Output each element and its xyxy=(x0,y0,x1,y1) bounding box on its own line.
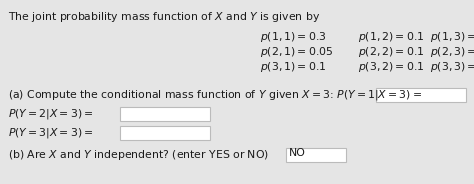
Text: $P(Y = 3|X = 3) =$: $P(Y = 3|X = 3) =$ xyxy=(8,126,93,140)
FancyBboxPatch shape xyxy=(120,107,210,121)
Text: (b) Are $X$ and $Y$ independent? (enter YES or NO): (b) Are $X$ and $Y$ independent? (enter … xyxy=(8,148,269,162)
Text: $p(1,2) = 0.1$: $p(1,2) = 0.1$ xyxy=(358,30,424,44)
FancyBboxPatch shape xyxy=(376,88,466,102)
Text: $P(Y = 2|X = 3) =$: $P(Y = 2|X = 3) =$ xyxy=(8,107,93,121)
FancyBboxPatch shape xyxy=(286,148,346,162)
Text: $p(1,3) = 0.1$: $p(1,3) = 0.1$ xyxy=(430,30,474,44)
Text: $p(3,3) = 0.1$: $p(3,3) = 0.1$ xyxy=(430,60,474,74)
Text: The joint probability mass function of $X$ and $Y$ is given by: The joint probability mass function of $… xyxy=(8,10,320,24)
FancyBboxPatch shape xyxy=(120,126,210,140)
Text: $p(1,1) = 0.3$: $p(1,1) = 0.3$ xyxy=(260,30,327,44)
Text: NO: NO xyxy=(289,148,306,158)
Text: $p(2,2) = 0.1$: $p(2,2) = 0.1$ xyxy=(358,45,424,59)
Text: $p(2,3) = 0.05$: $p(2,3) = 0.05$ xyxy=(430,45,474,59)
Text: $p(2,1) = 0.05$: $p(2,1) = 0.05$ xyxy=(260,45,333,59)
Text: (a) Compute the conditional mass function of $Y$ given $X = 3$: $P(Y = 1|X = 3) : (a) Compute the conditional mass functio… xyxy=(8,88,422,102)
Text: $p(3,1) = 0.1$: $p(3,1) = 0.1$ xyxy=(260,60,327,74)
Text: $p(3,2) = 0.1$: $p(3,2) = 0.1$ xyxy=(358,60,424,74)
